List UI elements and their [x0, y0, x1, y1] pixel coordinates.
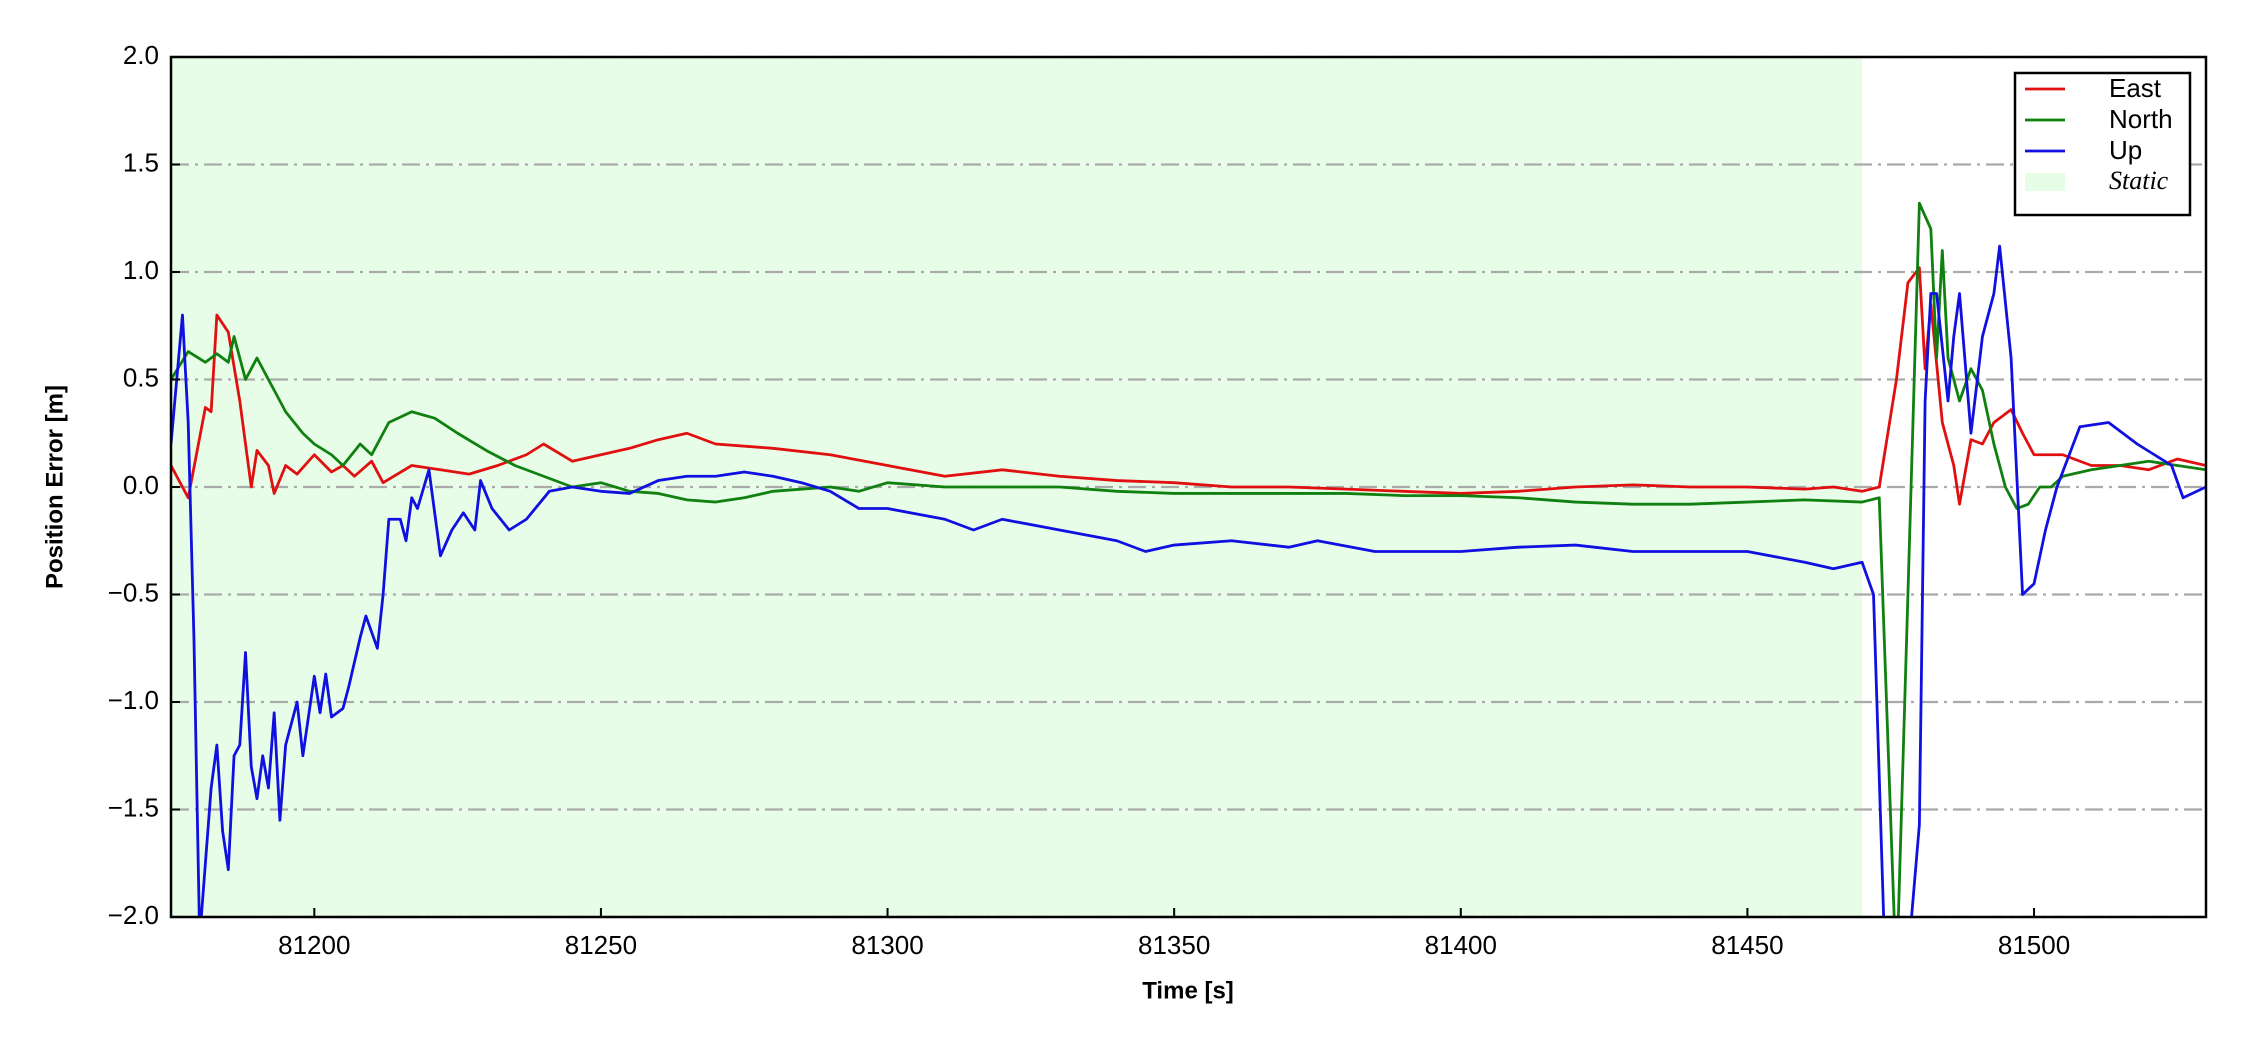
legend-swatch: [2025, 173, 2065, 191]
x-tick-label: 81350: [1138, 930, 1210, 960]
y-tick-label: 2.0: [123, 40, 159, 70]
y-tick-label: 0.5: [123, 362, 159, 392]
x-tick-label: 81200: [278, 930, 350, 960]
series-line: [171, 266, 2206, 506]
y-tick-label: 1.0: [123, 255, 159, 285]
y-tick-label: −2.0: [108, 900, 159, 930]
y-tick-label: −1.5: [108, 792, 159, 822]
y-tick-label: 1.5: [123, 147, 159, 177]
legend-label: North: [2109, 104, 2173, 134]
x-tick-label: 81250: [565, 930, 637, 960]
y-tick-label: −0.5: [108, 577, 159, 607]
x-tick-label: 81500: [1998, 930, 2070, 960]
y-tick-label: 0.0: [123, 470, 159, 500]
legend-label: East: [2109, 73, 2162, 103]
ticks-layer: −2.0 −1.5 −1.0 −0.5 0.0 0.5 1.0 1.5 2.0 81200 8125…: [108, 40, 2071, 960]
series-line: [171, 244, 2206, 917]
x-axis-label: Time [s]: [1142, 977, 1234, 1004]
legend-box: [2013, 71, 2192, 217]
y-tick-label: −1.0: [108, 685, 159, 715]
x-tick-label: 81450: [1711, 930, 1783, 960]
series-line: [171, 201, 2206, 917]
legend-label: Static: [2109, 166, 2169, 195]
x-tick-label: 81400: [1425, 930, 1497, 960]
y-axis-label: Position Error [m]: [41, 385, 68, 589]
x-tick-label: 81300: [851, 930, 923, 960]
legend-label: Up: [2109, 135, 2142, 165]
lines-layer: [171, 201, 2206, 917]
